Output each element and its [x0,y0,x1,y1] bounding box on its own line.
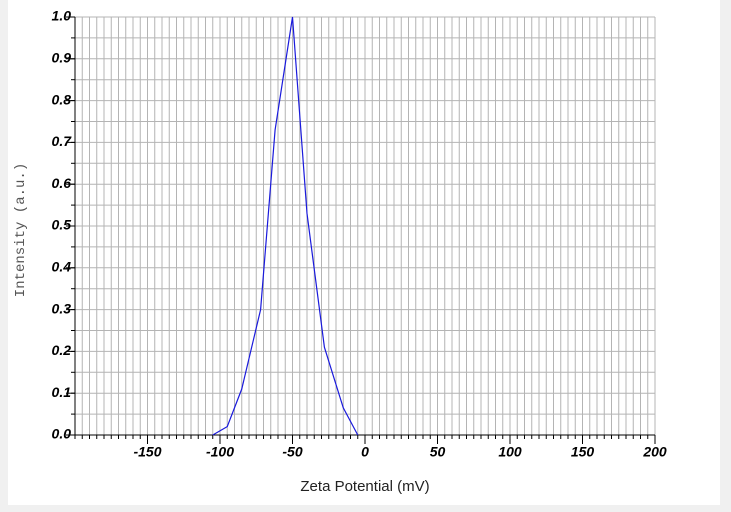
y-tick-label: 0.6 [52,175,72,191]
chart-panel [8,0,720,505]
x-tick-label: 200 [642,444,667,460]
y-tick-label: 0.1 [52,384,72,400]
data-line [212,16,359,436]
y-tick-label: 1.0 [52,8,72,24]
y-tick-label: 0.8 [52,91,72,107]
y-tick-label: 0.7 [52,133,73,149]
x-tick-label: 0 [361,444,369,460]
x-axis-label: Zeta Potential (mV) [300,478,429,495]
y-tick-label: 0.5 [52,217,72,233]
y-tick-label: 0.9 [52,50,72,66]
y-tick-label: 0.2 [52,342,72,358]
y-tick-label: 0.0 [52,426,72,442]
x-tick-label: -100 [206,444,234,460]
x-tick-label: 100 [498,444,522,460]
x-tick-label: 50 [430,444,446,460]
y-axis-label: Intensity (a.u.) [13,163,29,297]
x-tick-label: 150 [571,444,595,460]
x-tick-label: -150 [133,444,161,460]
x-tick-label: -50 [282,444,302,460]
y-tick-label: 0.4 [52,259,72,275]
y-tick-label: 0.3 [52,300,72,316]
